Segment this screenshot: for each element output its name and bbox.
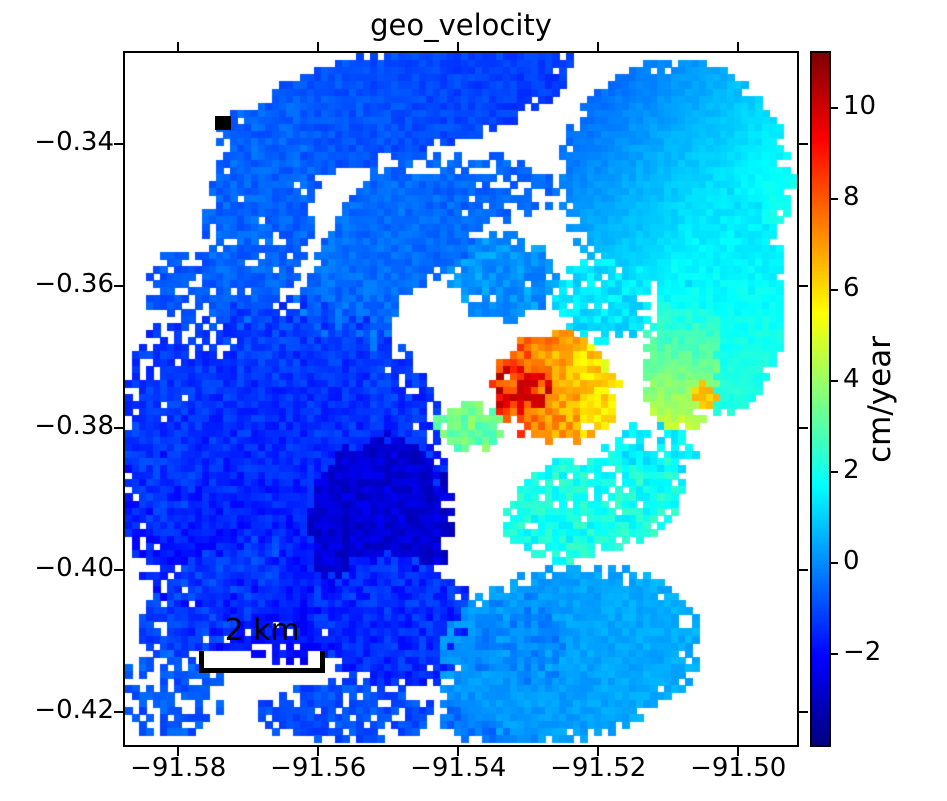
plot-bottom-spine bbox=[123, 745, 799, 747]
velocity-heatmap bbox=[125, 53, 797, 745]
x-top-tick-mark bbox=[737, 42, 740, 51]
colorbar-tick-mark bbox=[829, 288, 838, 291]
colorbar-tick-mark bbox=[829, 197, 838, 200]
x-tick-mark bbox=[737, 747, 740, 756]
y-right-tick-mark bbox=[799, 285, 808, 288]
y-tick-label: −0.36 bbox=[34, 269, 114, 300]
x-top-tick-mark bbox=[597, 42, 600, 51]
plot-left-spine bbox=[123, 51, 125, 747]
colorbar-tick-mark bbox=[829, 652, 838, 655]
y-tick-mark bbox=[114, 285, 123, 288]
colorbar-tick-mark bbox=[829, 106, 838, 109]
plot-top-spine bbox=[123, 51, 799, 53]
reference-point-marker bbox=[215, 115, 231, 130]
y-right-tick-mark bbox=[799, 711, 808, 714]
y-right-tick-mark bbox=[799, 569, 808, 572]
colorbar-tick-mark bbox=[829, 561, 838, 564]
colorbar-axis-label: cm/year bbox=[862, 53, 898, 745]
colorbar bbox=[812, 53, 829, 745]
colorbar-unit-label: cm/year bbox=[862, 335, 898, 463]
y-tick-mark bbox=[114, 569, 123, 572]
x-tick-mark bbox=[317, 747, 320, 756]
scale-bar bbox=[199, 651, 326, 674]
x-top-tick-mark bbox=[457, 42, 460, 51]
x-top-tick-mark bbox=[177, 42, 180, 51]
x-tick-label: −91.54 bbox=[410, 753, 507, 783]
colorbar-tick-label: 0 bbox=[843, 545, 860, 576]
colorbar-tick-label: 4 bbox=[843, 363, 860, 394]
colorbar-tick-label: −2 bbox=[843, 636, 882, 667]
colorbar-tick-label: 8 bbox=[843, 181, 860, 212]
x-tick-mark bbox=[597, 747, 600, 756]
x-tick-label: −91.56 bbox=[270, 753, 367, 783]
x-tick-label: −91.52 bbox=[550, 753, 647, 783]
y-tick-label: −0.40 bbox=[34, 553, 114, 584]
x-tick-mark bbox=[177, 747, 180, 756]
chart-title: geo_velocity bbox=[370, 8, 552, 42]
colorbar-tick-label: 6 bbox=[843, 272, 860, 303]
y-tick-label: −0.42 bbox=[34, 695, 114, 726]
colorbar-tick-mark bbox=[829, 470, 838, 473]
x-tick-label: −91.58 bbox=[130, 753, 227, 783]
y-tick-mark bbox=[114, 142, 123, 145]
y-tick-label: −0.38 bbox=[34, 411, 114, 442]
colorbar-tick-label: 2 bbox=[843, 454, 860, 485]
x-tick-label: −91.50 bbox=[690, 753, 787, 783]
y-right-tick-mark bbox=[799, 142, 808, 145]
y-right-tick-mark bbox=[799, 427, 808, 430]
colorbar-border bbox=[810, 51, 831, 747]
y-tick-label: −0.34 bbox=[34, 126, 114, 157]
plot-right-spine bbox=[797, 51, 799, 747]
colorbar-tick-mark bbox=[829, 379, 838, 382]
scale-bar-label: 2 km bbox=[224, 613, 300, 649]
colorbar-tick-label: 10 bbox=[843, 90, 877, 121]
y-tick-mark bbox=[114, 427, 123, 430]
x-top-tick-mark bbox=[317, 42, 320, 51]
y-tick-mark bbox=[114, 711, 123, 714]
x-tick-mark bbox=[457, 747, 460, 756]
